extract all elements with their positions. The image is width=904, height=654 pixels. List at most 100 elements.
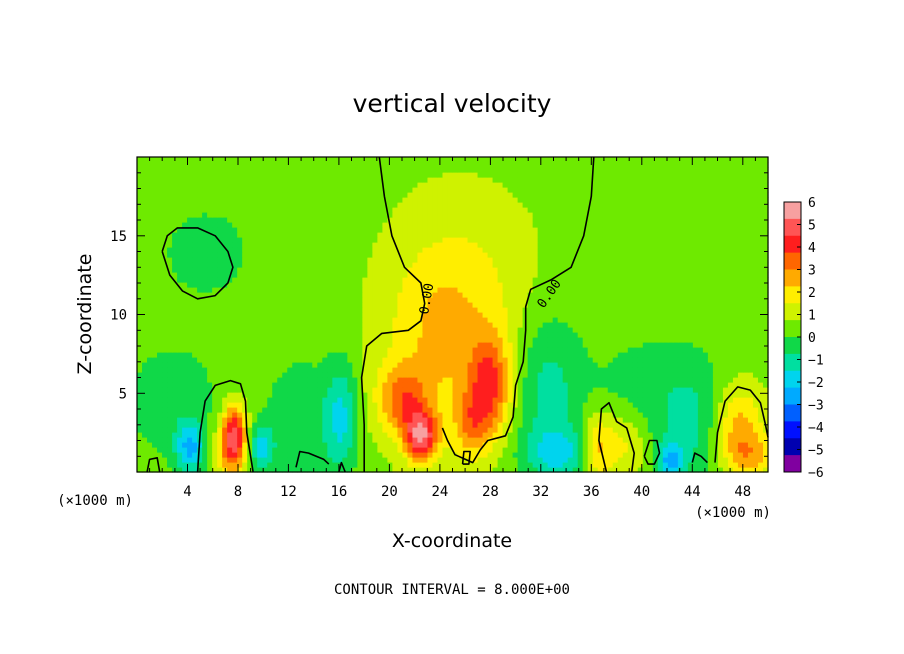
heatmap-cell <box>177 412 183 418</box>
heatmap-cell <box>732 402 739 408</box>
heatmap-cell <box>432 382 439 388</box>
heatmap-cell <box>762 467 769 473</box>
heatmap-cell <box>507 412 514 418</box>
heatmap-cell <box>327 412 333 418</box>
heatmap-cell <box>327 332 333 338</box>
heatmap-cell <box>272 307 278 313</box>
heatmap-cell <box>557 362 564 368</box>
heatmap-cell <box>467 327 474 333</box>
heatmap-cell <box>527 447 534 453</box>
heatmap-cell <box>427 317 434 323</box>
heatmap-cell <box>352 392 358 398</box>
heatmap-cell <box>447 317 454 323</box>
heatmap-cell <box>322 277 328 283</box>
heatmap-cell <box>447 297 454 303</box>
heatmap-cell <box>732 327 739 333</box>
heatmap-cell <box>392 387 399 393</box>
heatmap-cell <box>617 367 624 373</box>
heatmap-cell <box>677 347 684 353</box>
heatmap-cell <box>272 412 278 418</box>
heatmap-cell <box>192 397 198 403</box>
heatmap-cell <box>162 432 168 438</box>
heatmap-cell <box>257 342 263 348</box>
heatmap-cell <box>567 302 574 308</box>
heatmap-cell <box>142 442 148 448</box>
heatmap-cell <box>642 367 649 373</box>
heatmap-cell <box>447 367 454 373</box>
heatmap-cell <box>327 367 333 373</box>
heatmap-cell <box>147 442 153 448</box>
heatmap-cell <box>627 292 634 298</box>
heatmap-cell <box>157 297 163 303</box>
heatmap-cell <box>512 422 519 428</box>
heatmap-cell <box>737 452 744 458</box>
heatmap-cell <box>562 412 569 418</box>
heatmap-cell <box>142 362 148 368</box>
heatmap-cell <box>192 467 198 473</box>
heatmap-cell <box>732 452 739 458</box>
heatmap-cell <box>652 387 659 393</box>
heatmap-cell <box>347 402 353 408</box>
heatmap-cell <box>757 457 764 463</box>
heatmap-cell <box>432 402 439 408</box>
heatmap-cell <box>642 357 649 363</box>
heatmap-cell <box>257 462 263 468</box>
heatmap-cell <box>522 397 529 403</box>
heatmap-cell <box>712 307 719 313</box>
heatmap-cell <box>427 387 434 393</box>
heatmap-cell <box>172 312 178 318</box>
heatmap-cell <box>172 297 178 303</box>
heatmap-cell <box>332 407 338 413</box>
heatmap-cell <box>707 402 714 408</box>
heatmap-cell <box>407 442 414 448</box>
heatmap-cell <box>757 417 764 423</box>
heatmap-cell <box>647 312 654 318</box>
heatmap-cell <box>202 467 208 473</box>
heatmap-cell <box>397 417 404 423</box>
heatmap-cell <box>747 337 754 343</box>
heatmap-cell <box>652 337 659 343</box>
heatmap-cell <box>527 322 534 328</box>
heatmap-cell <box>207 292 213 298</box>
heatmap-cell <box>197 342 203 348</box>
heatmap-cell <box>607 467 614 473</box>
heatmap-cell <box>162 372 168 378</box>
heatmap-cell <box>647 322 654 328</box>
heatmap-cell <box>377 427 383 433</box>
heatmap-cell <box>222 322 228 328</box>
heatmap-cell <box>602 417 609 423</box>
heatmap-cell <box>682 332 689 338</box>
heatmap-cell <box>662 392 669 398</box>
heatmap-cell <box>652 282 659 288</box>
heatmap-cell <box>612 347 619 353</box>
heatmap-cell <box>492 287 499 293</box>
heatmap-cell <box>607 337 614 343</box>
heatmap-cell <box>457 427 464 433</box>
heatmap-cell <box>262 437 268 443</box>
heatmap-cell <box>577 387 584 393</box>
heatmap-cell <box>617 357 624 363</box>
heatmap-cell <box>292 402 298 408</box>
heatmap-cell <box>137 357 143 363</box>
heatmap-cell <box>717 367 724 373</box>
heatmap-cell <box>752 417 759 423</box>
heatmap-cell <box>432 467 439 473</box>
heatmap-cell <box>242 352 248 358</box>
heatmap-cell <box>737 412 744 418</box>
heatmap-cell <box>247 282 253 288</box>
heatmap-cell <box>692 387 699 393</box>
heatmap-cell <box>742 407 749 413</box>
heatmap-cell <box>282 352 288 358</box>
heatmap-cell <box>577 312 584 318</box>
heatmap-cell <box>552 427 559 433</box>
heatmap-cell <box>367 292 373 298</box>
heatmap-cell <box>712 287 719 293</box>
heatmap-cell <box>712 327 719 333</box>
heatmap-cell <box>262 442 268 448</box>
heatmap-cell <box>182 462 188 468</box>
heatmap-cell <box>192 282 198 288</box>
heatmap-cell <box>167 432 173 438</box>
heatmap-cell <box>542 342 549 348</box>
heatmap-cell <box>342 407 348 413</box>
heatmap-cell <box>332 417 338 423</box>
